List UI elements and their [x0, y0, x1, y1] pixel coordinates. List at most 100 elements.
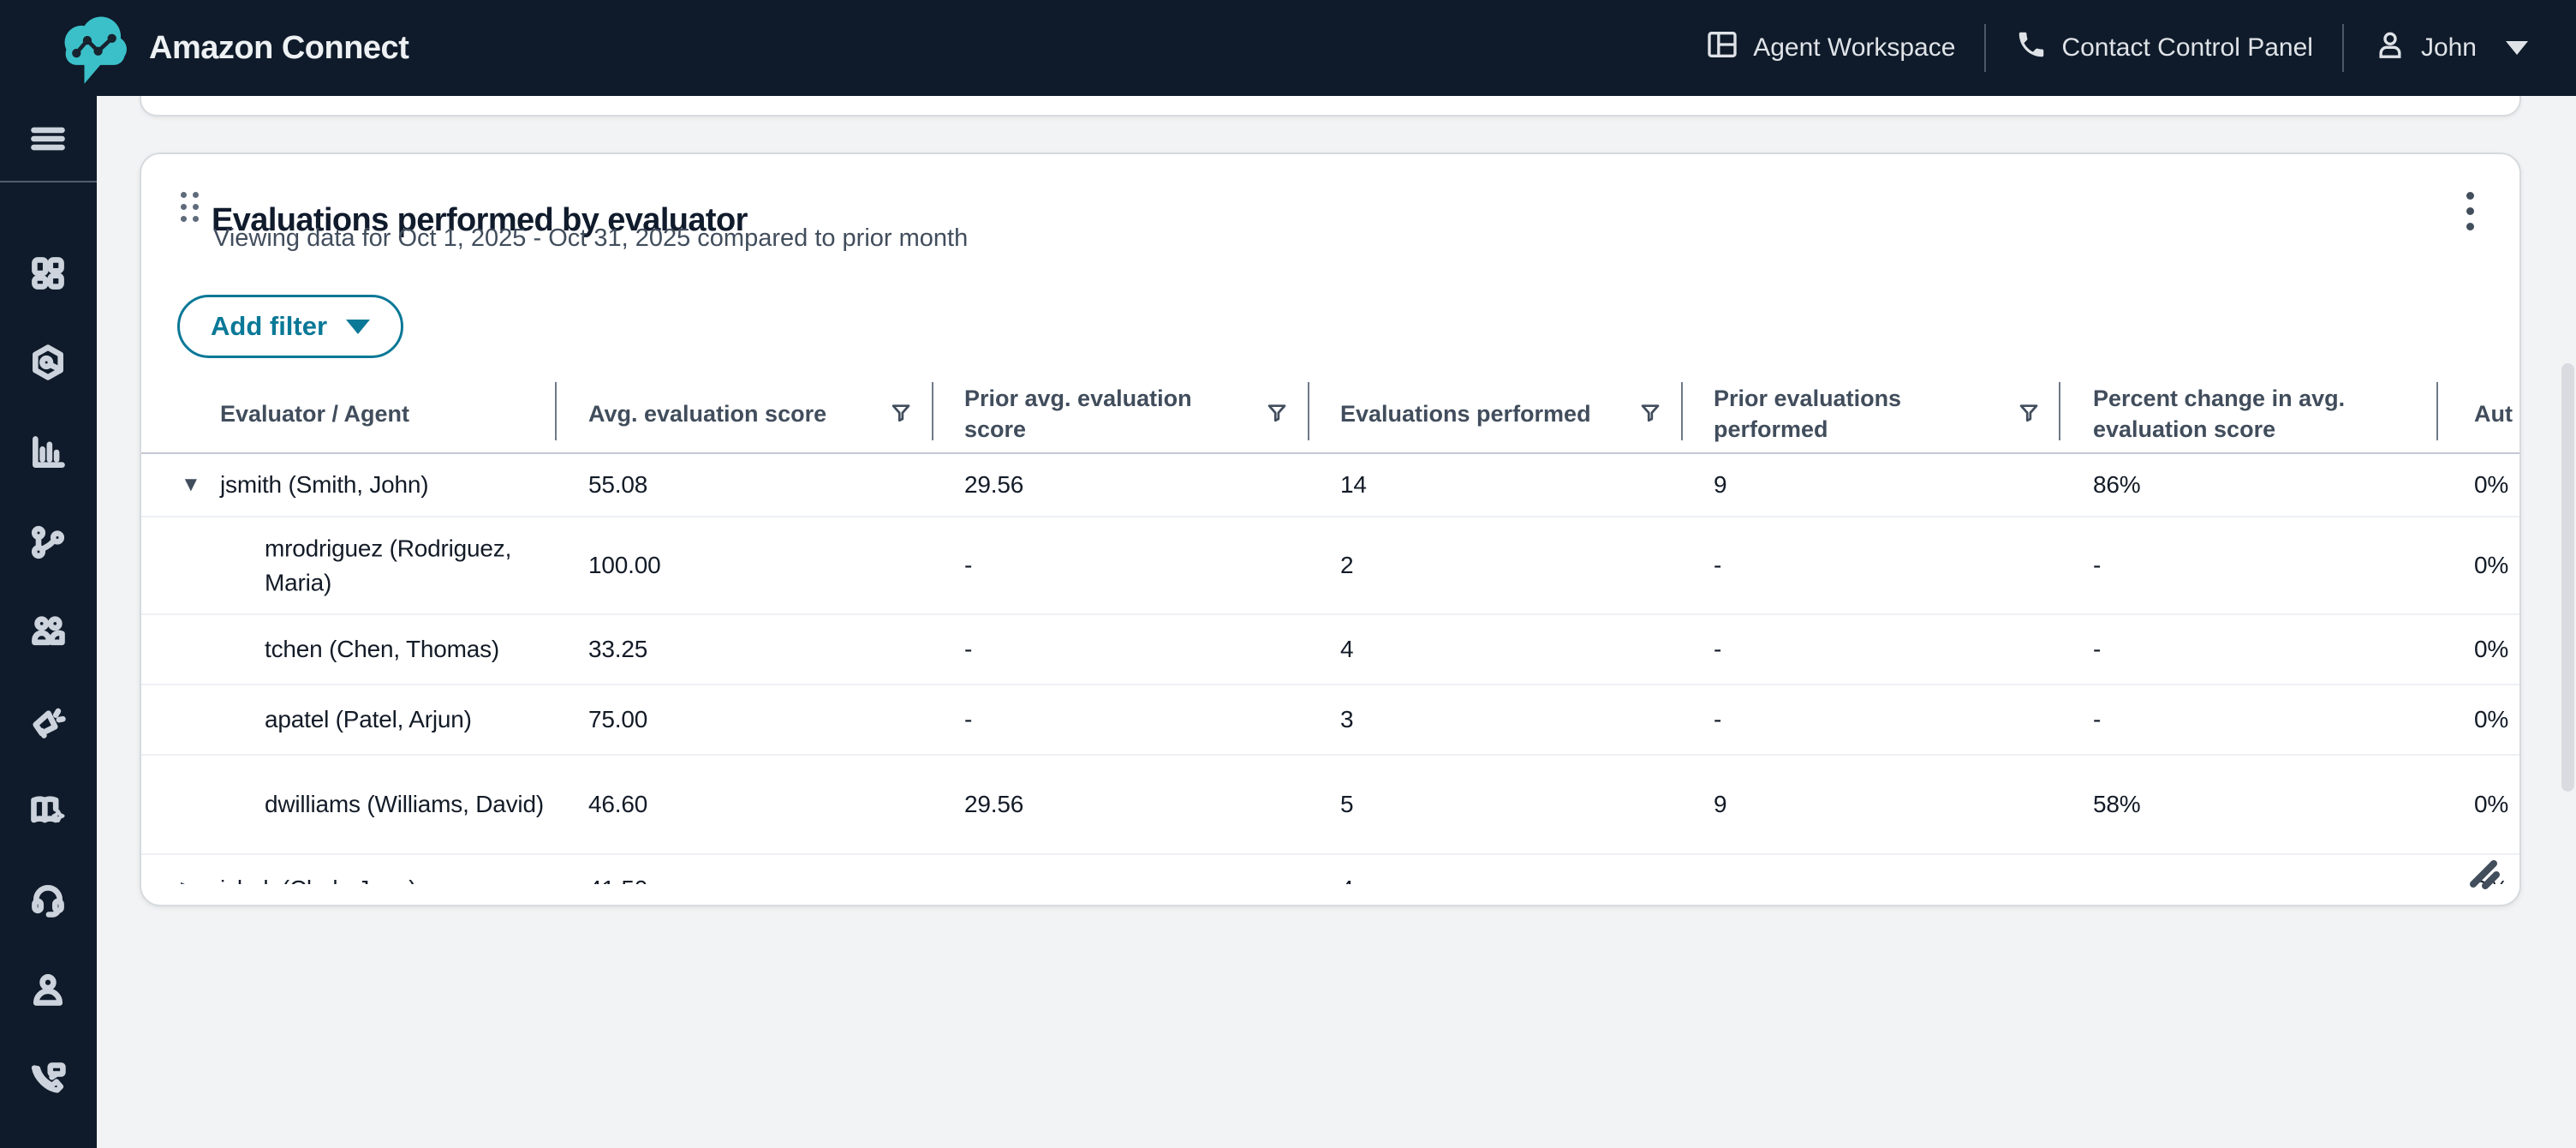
- table-row[interactable]: tchen (Chen, Thomas) 33.25 - 4 - - 0%: [141, 613, 2519, 684]
- table-row[interactable]: mrodriguez (Rodriguez, Maria) 100.00 - 2 - -…: [141, 516, 2519, 613]
- contact-control-panel-label: Contact Control Panel: [2061, 33, 2313, 62]
- cell-value: 75.00: [588, 706, 648, 733]
- table-header-row: Evaluator / Agent Avg. evaluation score …: [141, 375, 2519, 454]
- add-filter-label: Add filter: [211, 311, 328, 341]
- menu-icon[interactable]: [29, 120, 67, 158]
- table-row[interactable]: ▼ jsmith (Smith, John) 55.08 29.56 14 9 86% 0…: [141, 454, 2519, 516]
- evaluations-widget: Evaluations performed by evaluator Viewi…: [140, 152, 2521, 906]
- phone-chat-icon[interactable]: [29, 1061, 67, 1098]
- kebab-menu-icon[interactable]: [2453, 185, 2487, 236]
- phone-icon: [2015, 28, 2048, 68]
- user-name: John: [2420, 33, 2477, 62]
- cell-value: 0%: [2474, 636, 2509, 663]
- sidebar-divider: [0, 181, 97, 182]
- cell-value: 100.00: [588, 552, 661, 579]
- workspace-icon: [1705, 27, 1739, 69]
- previous-widget-edge: [140, 96, 2521, 117]
- cell-value: -: [1714, 636, 1722, 663]
- cell-value: 58%: [2093, 791, 2141, 818]
- cell-value: 3: [1340, 706, 1354, 733]
- book-sparkle-icon[interactable]: [29, 792, 67, 829]
- hexagon-node-icon[interactable]: [29, 344, 67, 381]
- cell-value: -: [964, 552, 973, 579]
- branch-flow-icon[interactable]: [29, 523, 67, 561]
- cell-value: -: [2093, 552, 2102, 579]
- amazon-connect-logo-icon: [55, 7, 134, 90]
- column-header[interactable]: Percent change in avg. evaluation score: [2093, 375, 2369, 452]
- resize-handle-icon[interactable]: [2466, 855, 2502, 891]
- cell-value: 46.60: [588, 791, 648, 818]
- column-label: Prior evaluations performed: [1714, 385, 1902, 442]
- cell-value: 86%: [2093, 471, 2141, 499]
- headset-icon[interactable]: [29, 882, 67, 919]
- top-bar: Amazon Connect Agent Workspace Contact C…: [0, 0, 2576, 96]
- cell-value: -: [2093, 706, 2102, 733]
- column-divider: [1308, 382, 1309, 440]
- cell-evaluator-name: mrodriguez (Rodriguez, Maria): [265, 535, 512, 595]
- cell-evaluator-name: dwilliams (Williams, David): [265, 791, 544, 818]
- filter-icon[interactable]: [1639, 404, 1661, 424]
- person-icon[interactable]: [29, 971, 67, 1008]
- table-body: ▼ jsmith (Smith, John) 55.08 29.56 14 9 86% 0…: [141, 454, 2519, 885]
- expand-toggle[interactable]: ▶: [181, 879, 196, 885]
- cell-value: -: [964, 706, 973, 733]
- brand: Amazon Connect: [0, 7, 409, 90]
- top-nav: Agent Workspace Contact Control Panel Jo…: [1705, 24, 2576, 72]
- column-divider: [555, 382, 557, 440]
- column-label: Prior avg. evaluation score: [964, 385, 1192, 442]
- chevron-down-icon: [346, 319, 371, 334]
- contact-control-panel-link[interactable]: Contact Control Panel: [2015, 28, 2313, 68]
- table-row[interactable]: ▶ jclark (Clark, Jane) 41.50-4--0%: [141, 853, 2519, 885]
- cell-value: 41.50: [588, 872, 647, 884]
- column-header[interactable]: Aut: [2474, 375, 2513, 452]
- filter-icon[interactable]: [2018, 404, 2040, 424]
- cell-value: 0%: [2474, 471, 2509, 499]
- cell-value: 9: [1714, 791, 1727, 818]
- filter-icon[interactable]: [890, 404, 912, 424]
- nav-divider: [2341, 24, 2344, 72]
- drag-handle-icon[interactable]: [181, 192, 200, 228]
- cell-value: 5: [1340, 791, 1354, 818]
- user-icon: [2373, 27, 2407, 69]
- cell-value: 9: [1714, 471, 1727, 499]
- cell-evaluator-name: tchen (Chen, Thomas): [265, 636, 500, 663]
- table-row[interactable]: apatel (Patel, Arjun) 75.00 - 3 - - 0%: [141, 684, 2519, 754]
- filter-icon[interactable]: [1266, 404, 1288, 424]
- cell-value: -: [1714, 552, 1722, 579]
- column-label: Evaluator / Agent: [220, 400, 410, 427]
- cell-value: 33.25: [588, 636, 648, 663]
- scrollbar[interactable]: [2561, 363, 2574, 792]
- cell-value: 0%: [2474, 791, 2509, 818]
- cell-value: -: [2093, 636, 2102, 663]
- dashboard-grid-icon[interactable]: [29, 254, 67, 292]
- table-row[interactable]: dwilliams (Williams, David) 46.60 29.56 5 9…: [141, 754, 2519, 853]
- cell-value: -: [964, 872, 972, 884]
- megaphone-icon[interactable]: [29, 703, 67, 740]
- widget-subtitle: Viewing data for Oct 1, 2025 - Oct 31, 2…: [213, 224, 969, 252]
- column-divider: [932, 382, 933, 440]
- expand-toggle[interactable]: ▼: [181, 473, 201, 496]
- column-header[interactable]: Evaluator / Agent: [220, 375, 409, 452]
- cell-evaluator-name: apatel (Patel, Arjun): [265, 706, 472, 733]
- cell-value: 29.56: [964, 471, 1024, 499]
- cell-evaluator-name: jsmith (Smith, John): [220, 471, 429, 499]
- column-header[interactable]: Prior evaluations performed: [1714, 375, 1928, 452]
- users-icon[interactable]: [29, 613, 67, 650]
- user-menu[interactable]: John: [2373, 27, 2528, 69]
- column-divider: [1681, 382, 1683, 440]
- column-divider: [2436, 382, 2438, 440]
- column-header[interactable]: Evaluations performed: [1340, 375, 1591, 452]
- column-header[interactable]: Prior avg. evaluation score: [964, 375, 1230, 452]
- cell-value: -: [1714, 872, 1721, 884]
- cell-value: -: [1714, 706, 1722, 733]
- column-header[interactable]: Avg. evaluation score: [588, 375, 826, 452]
- cell-value: 29.56: [964, 791, 1024, 818]
- cell-evaluator-name: jclark (Clark, Jane): [220, 872, 417, 884]
- cell-value: 2: [1340, 552, 1354, 579]
- column-label: Aut: [2474, 400, 2513, 427]
- bar-chart-icon[interactable]: [29, 433, 67, 471]
- column-label: Percent change in avg. evaluation score: [2093, 385, 2346, 442]
- add-filter-button[interactable]: Add filter: [177, 295, 404, 358]
- widget-title: Evaluations performed by evaluator: [212, 201, 748, 238]
- agent-workspace-link[interactable]: Agent Workspace: [1705, 27, 1955, 69]
